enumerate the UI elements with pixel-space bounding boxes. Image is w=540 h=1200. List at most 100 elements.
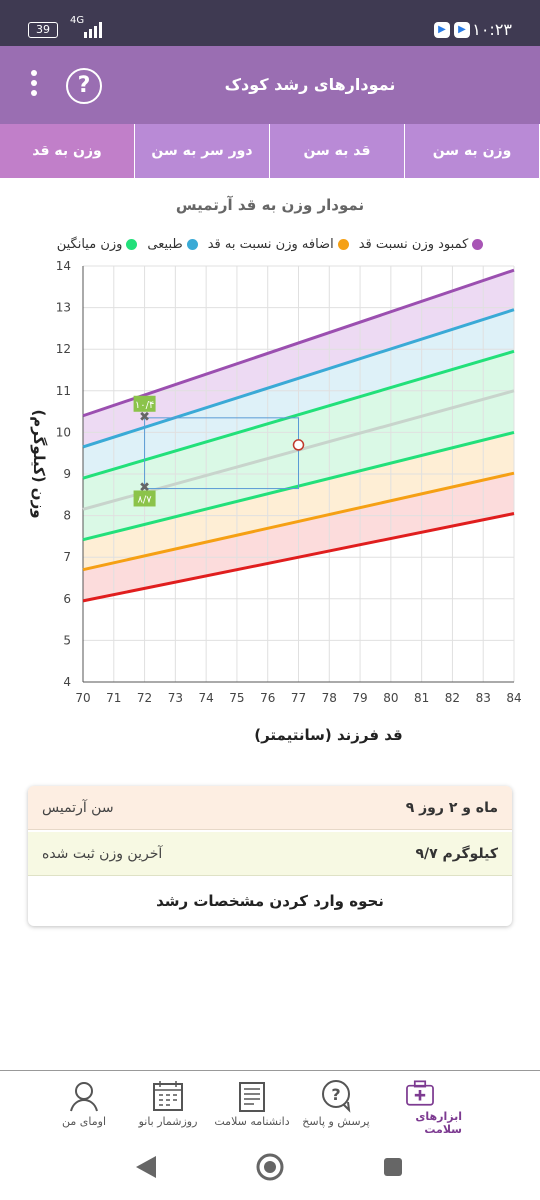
info-card: سن آرتمیس ۹ ماه و ۲ روز آخرین وزن ثبت شد… (28, 786, 512, 926)
signal-icon (84, 22, 102, 38)
weight-row: آخرین وزن ثبت شده ۹/۷ کیلوگرم (28, 832, 512, 876)
marker-label-box (133, 395, 156, 412)
y-tick-label: 10 (56, 425, 71, 439)
svg-text:?: ? (331, 1085, 340, 1104)
age-value: ۹ ماه و ۲ روز (405, 799, 498, 816)
y-tick-label: 9 (63, 467, 71, 481)
y-tick-label: 12 (56, 342, 71, 356)
network-type: 4G (70, 15, 85, 26)
play-store-icon: ▶ (434, 22, 450, 38)
encyclopedia-icon (239, 1082, 265, 1112)
calendar-icon (153, 1081, 183, 1111)
weight-value: ۹/۷ کیلوگرم (415, 845, 498, 862)
x-tick-label: 76 (260, 691, 275, 705)
y-tick-label: 5 (63, 633, 71, 647)
y-tick-label: 13 (56, 301, 71, 315)
series-line (82, 268, 515, 418)
legend-item[interactable]: کمبود وزن نسبت قد (359, 234, 484, 254)
chart-legend: کمبود وزن نسبت قد اضافه وزن نسبت به قد ط… (0, 234, 540, 254)
page-title: نمودارهای رشد کودک (224, 75, 396, 94)
nav-health-tools[interactable]: ابزارهای سلامت (378, 1071, 462, 1136)
x-tick-label: 83 (476, 691, 491, 705)
x-tick-label: 79 (352, 691, 367, 705)
kebab-menu-icon[interactable] (24, 66, 44, 106)
x-tick-label: 72 (137, 691, 152, 705)
legend-item[interactable]: طبیعی (147, 234, 198, 254)
age-row: سن آرتمیس ۹ ماه و ۲ روز (28, 786, 512, 830)
legend-dot (472, 238, 484, 250)
x-tick-label: 84 (506, 691, 521, 705)
x-tick-label: 82 (445, 691, 460, 705)
marker-label: ۱۰/۴ (135, 400, 154, 411)
current-point[interactable] (292, 439, 305, 451)
series-line (82, 512, 515, 603)
legend-label: کمبود وزن نسبت قد (358, 236, 469, 252)
x-tick-label: 75 (229, 691, 244, 705)
nav-calendar[interactable]: روزشمار بانو (126, 1071, 210, 1136)
weight-label: آخرین وزن ثبت شده (42, 845, 163, 862)
clock: ۱۰:۲۳ (472, 20, 512, 39)
home-icon[interactable] (256, 1153, 284, 1181)
legend-item[interactable]: اضافه وزن نسبت به قد (208, 234, 349, 254)
nav-label: پرسش و پاسخ (302, 1115, 370, 1128)
tab-height-for-age[interactable]: قد به سن (270, 124, 405, 178)
x-tick-label: 78 (322, 691, 337, 705)
question-bubble-icon: ? (322, 1080, 351, 1113)
x-tick-label: 74 (199, 691, 214, 705)
legend-label: اضافه وزن نسبت به قد (207, 236, 334, 252)
legend-label: طبیعی (147, 236, 183, 252)
series-line (82, 349, 515, 480)
series-line (82, 471, 515, 572)
x-axis-label: قد فرزند (سانتیمتر) (254, 726, 403, 744)
battery-indicator: 39 (28, 22, 58, 38)
profile-icon (70, 1082, 98, 1112)
legend-item[interactable]: وزن میانگین (57, 234, 138, 254)
nav-profile[interactable]: اومای من (42, 1071, 126, 1136)
nav-label: روزشمار بانو (138, 1115, 198, 1128)
marker-label-box (133, 490, 156, 507)
nav-label: ابزارهای سلامت (415, 1110, 462, 1136)
recents-icon[interactable] (384, 1158, 402, 1176)
legend-label: وزن میانگین (56, 236, 123, 252)
growth-chart[interactable]: 70 71 72 73 74 75 76 77 78 79 80 81 82 83 844567891011… (0, 256, 540, 746)
back-icon[interactable] (136, 1156, 156, 1178)
y-tick-label: 4 (63, 675, 71, 689)
series-line (82, 308, 515, 449)
nav-label: دانشنامه سلامت (214, 1115, 290, 1128)
highlight-box (144, 417, 299, 490)
x-tick-label: 81 (414, 691, 429, 705)
tab-weight-for-age[interactable]: وزن به سن (405, 124, 540, 178)
marker-label: ۸/۷ (138, 494, 153, 505)
legend-dot (186, 238, 198, 250)
x-tick-label: 70 (75, 691, 90, 705)
bottom-nav: ابزارهای سلامت ? پرسش و پاسخ دانشنامه سل… (0, 1070, 540, 1136)
x-tick-label: 73 (168, 691, 183, 705)
play-store-icon: ▶ (454, 22, 470, 38)
legend-dot (337, 238, 349, 250)
tab-head-circumference-for-age[interactable]: دور سر به سن (135, 124, 270, 178)
status-bar: 39 4G ▶ ▶ ۱۰:۲۳ (0, 0, 540, 46)
y-tick-label: 11 (56, 384, 71, 398)
guide-link[interactable]: نحوه وارد کردن مشخصات رشد (156, 892, 384, 910)
marker-x[interactable]: ✖ (139, 410, 150, 425)
legend-dot (126, 238, 138, 250)
help-icon[interactable]: ? (66, 68, 102, 104)
age-label: سن آرتمیس (42, 799, 114, 816)
app-bar: نمودارهای رشد کودک ? (0, 46, 540, 124)
marker-x[interactable]: ✖ (139, 480, 150, 495)
y-tick-label: 6 (63, 592, 71, 606)
x-tick-label: 77 (291, 691, 306, 705)
nav-encyclopedia[interactable]: دانشنامه سلامت (210, 1071, 294, 1136)
y-tick-label: 7 (63, 550, 71, 564)
y-axis-label: وزن (کیلوگرم) (30, 409, 48, 518)
system-navigation (136, 1153, 402, 1181)
tab-bar: وزن به قد دور سر به سن قد به سن وزن به س… (0, 124, 540, 178)
y-tick-label: 14 (56, 259, 71, 273)
chart-title: نمودار وزن به قد آرتمیس (175, 196, 365, 214)
x-tick-label: 80 (383, 691, 398, 705)
nav-qa[interactable]: ? پرسش و پاسخ (294, 1071, 378, 1136)
health-kit-icon (406, 1080, 434, 1106)
tab-weight-for-height[interactable]: وزن به قد (0, 124, 135, 178)
x-tick-label: 71 (106, 691, 121, 705)
nav-label: اومای من (62, 1115, 106, 1128)
